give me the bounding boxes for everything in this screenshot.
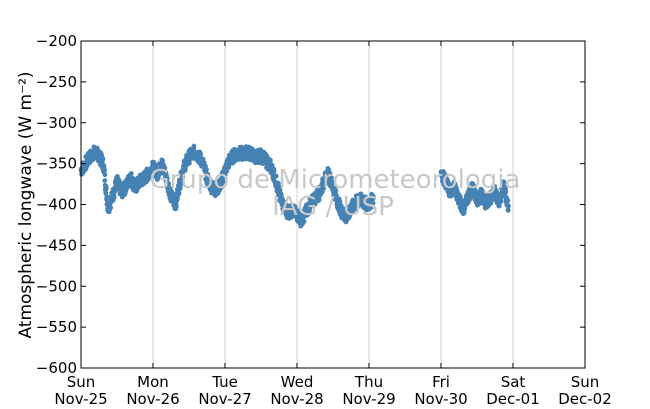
data-point-fill	[370, 194, 376, 199]
data-point-fill	[505, 198, 511, 204]
watermark-line2: IAG / USP	[272, 192, 394, 222]
data-point-fill	[273, 173, 279, 179]
data-point-fill	[301, 218, 307, 224]
data-point-fill	[462, 206, 468, 212]
data-point-fill	[198, 151, 204, 157]
x-tick-date: Nov-28	[270, 390, 323, 408]
data-point-fill	[268, 157, 273, 163]
data-point-fill	[173, 204, 179, 210]
data-point-fill	[503, 189, 509, 195]
y-tick-label: −450	[36, 236, 77, 254]
y-axis-label: Atmospheric longwave (W m⁻²)	[16, 71, 36, 338]
data-point-fill	[226, 164, 232, 170]
data-point-fill	[445, 179, 451, 185]
data-point-fill	[501, 179, 507, 185]
x-tick-date: Dec-02	[558, 390, 612, 408]
x-tick-day: Fri	[432, 373, 450, 391]
x-tick-date: Nov-26	[126, 390, 179, 408]
data-point-fill	[218, 185, 224, 190]
data-point-fill	[337, 199, 343, 205]
data-point-fill	[102, 172, 108, 178]
y-tick-label: −550	[36, 318, 77, 336]
data-point-fill	[307, 206, 313, 212]
data-point-fill	[100, 156, 106, 162]
x-tick-day: Sat	[501, 373, 526, 391]
data-point-fill	[498, 199, 504, 204]
x-tick-date: Nov-30	[414, 390, 467, 408]
data-point-fill	[178, 180, 184, 186]
data-point-fill	[111, 194, 117, 200]
data-point-fill	[102, 167, 107, 173]
x-tick-date: Nov-29	[342, 390, 395, 408]
data-point-fill	[180, 174, 186, 180]
data-point-fill	[220, 179, 226, 185]
data-point-fill	[102, 178, 108, 184]
data-point-fill	[505, 207, 511, 213]
data-point-fill	[104, 194, 110, 200]
x-tick-day: Mon	[137, 373, 169, 391]
x-tick-date: Nov-27	[198, 390, 251, 408]
watermark: Grupo de Micrometeorologia IAG / USP	[150, 165, 521, 222]
x-tick-date: Nov-25	[54, 390, 107, 408]
data-point-fill	[271, 168, 277, 174]
y-tick-label: −600	[36, 359, 77, 377]
data-point-fill	[333, 192, 339, 198]
data-point-fill	[488, 200, 494, 206]
data-point-fill	[108, 205, 114, 211]
data-point-fill	[203, 167, 209, 173]
data-point-fill	[103, 185, 109, 191]
x-tick-day: Sun	[571, 373, 600, 391]
y-tick-label: −300	[36, 114, 77, 132]
y-tick-label: −350	[36, 155, 77, 173]
watermark-line1: Grupo de Micrometeorologia	[150, 165, 521, 195]
x-tick-day: Thu	[354, 373, 383, 391]
y-tick-label: −250	[36, 73, 77, 91]
data-point-fill	[327, 171, 333, 176]
data-point-fill	[128, 171, 134, 176]
data-point-fill	[160, 158, 166, 163]
y-tick-label: −200	[36, 32, 77, 50]
x-tick-day: Wed	[281, 373, 314, 391]
x-axis-ticks: SunNov-25MonNov-26TueNov-27WedNov-28ThuN…	[54, 41, 612, 408]
data-point-fill	[370, 200, 376, 206]
x-tick-day: Tue	[211, 373, 238, 391]
data-point-fill	[333, 188, 339, 193]
data-point-fill	[191, 143, 197, 149]
y-tick-label: −500	[36, 277, 77, 295]
data-point-fill	[269, 163, 275, 168]
data-point-fill	[176, 190, 182, 196]
x-tick-day: Sun	[67, 373, 96, 391]
data-point-fill	[492, 184, 498, 189]
data-point-fill	[320, 176, 326, 182]
data-point-fill	[187, 160, 192, 166]
data-point-fill	[316, 197, 322, 202]
y-axis-ticks: −200 −250 −300 −350 −400 −450 −500 −550 −600	[36, 32, 585, 377]
data-point-fill	[505, 203, 511, 209]
data-point-fill	[496, 203, 502, 209]
data-point-fill	[103, 190, 109, 196]
x-tick-date: Dec-01	[486, 390, 540, 408]
data-point-fill	[113, 188, 119, 193]
data-point-fill	[164, 175, 170, 181]
y-tick-label: −400	[36, 196, 77, 214]
data-point-fill	[162, 165, 168, 171]
data-point-fill	[166, 181, 171, 186]
data-point-fill	[329, 175, 334, 181]
data-point-fill	[329, 180, 335, 185]
